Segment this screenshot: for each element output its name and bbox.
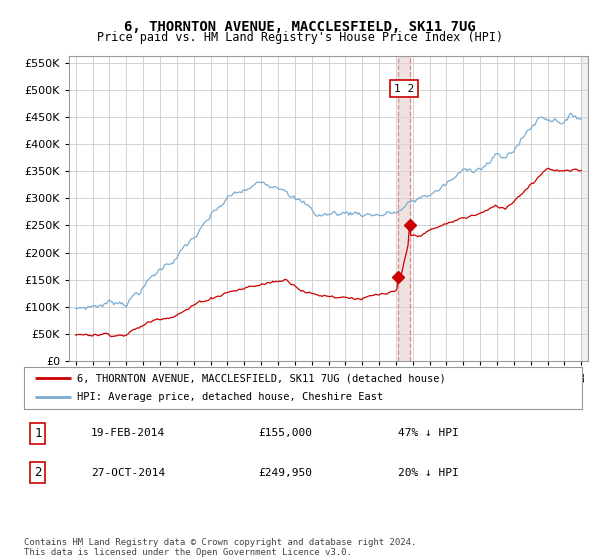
Text: 1: 1	[34, 427, 42, 440]
Text: 2: 2	[34, 466, 42, 479]
Text: 47% ↓ HPI: 47% ↓ HPI	[398, 428, 458, 438]
Bar	[581, 56, 588, 361]
Text: 1 2: 1 2	[394, 83, 414, 94]
Text: Contains HM Land Registry data © Crown copyright and database right 2024.
This d: Contains HM Land Registry data © Crown c…	[24, 538, 416, 557]
Text: 20% ↓ HPI: 20% ↓ HPI	[398, 468, 458, 478]
Text: Price paid vs. HM Land Registry's House Price Index (HPI): Price paid vs. HM Land Registry's House …	[97, 31, 503, 44]
Text: £155,000: £155,000	[259, 428, 313, 438]
Text: £249,950: £249,950	[259, 468, 313, 478]
Bar	[398, 56, 410, 361]
Text: HPI: Average price, detached house, Cheshire East: HPI: Average price, detached house, Ches…	[77, 393, 383, 403]
Text: 19-FEB-2014: 19-FEB-2014	[91, 428, 165, 438]
Text: 6, THORNTON AVENUE, MACCLESFIELD, SK11 7UG (detached house): 6, THORNTON AVENUE, MACCLESFIELD, SK11 7…	[77, 373, 446, 383]
Text: 27-OCT-2014: 27-OCT-2014	[91, 468, 165, 478]
Text: 6, THORNTON AVENUE, MACCLESFIELD, SK11 7UG: 6, THORNTON AVENUE, MACCLESFIELD, SK11 7…	[124, 20, 476, 34]
